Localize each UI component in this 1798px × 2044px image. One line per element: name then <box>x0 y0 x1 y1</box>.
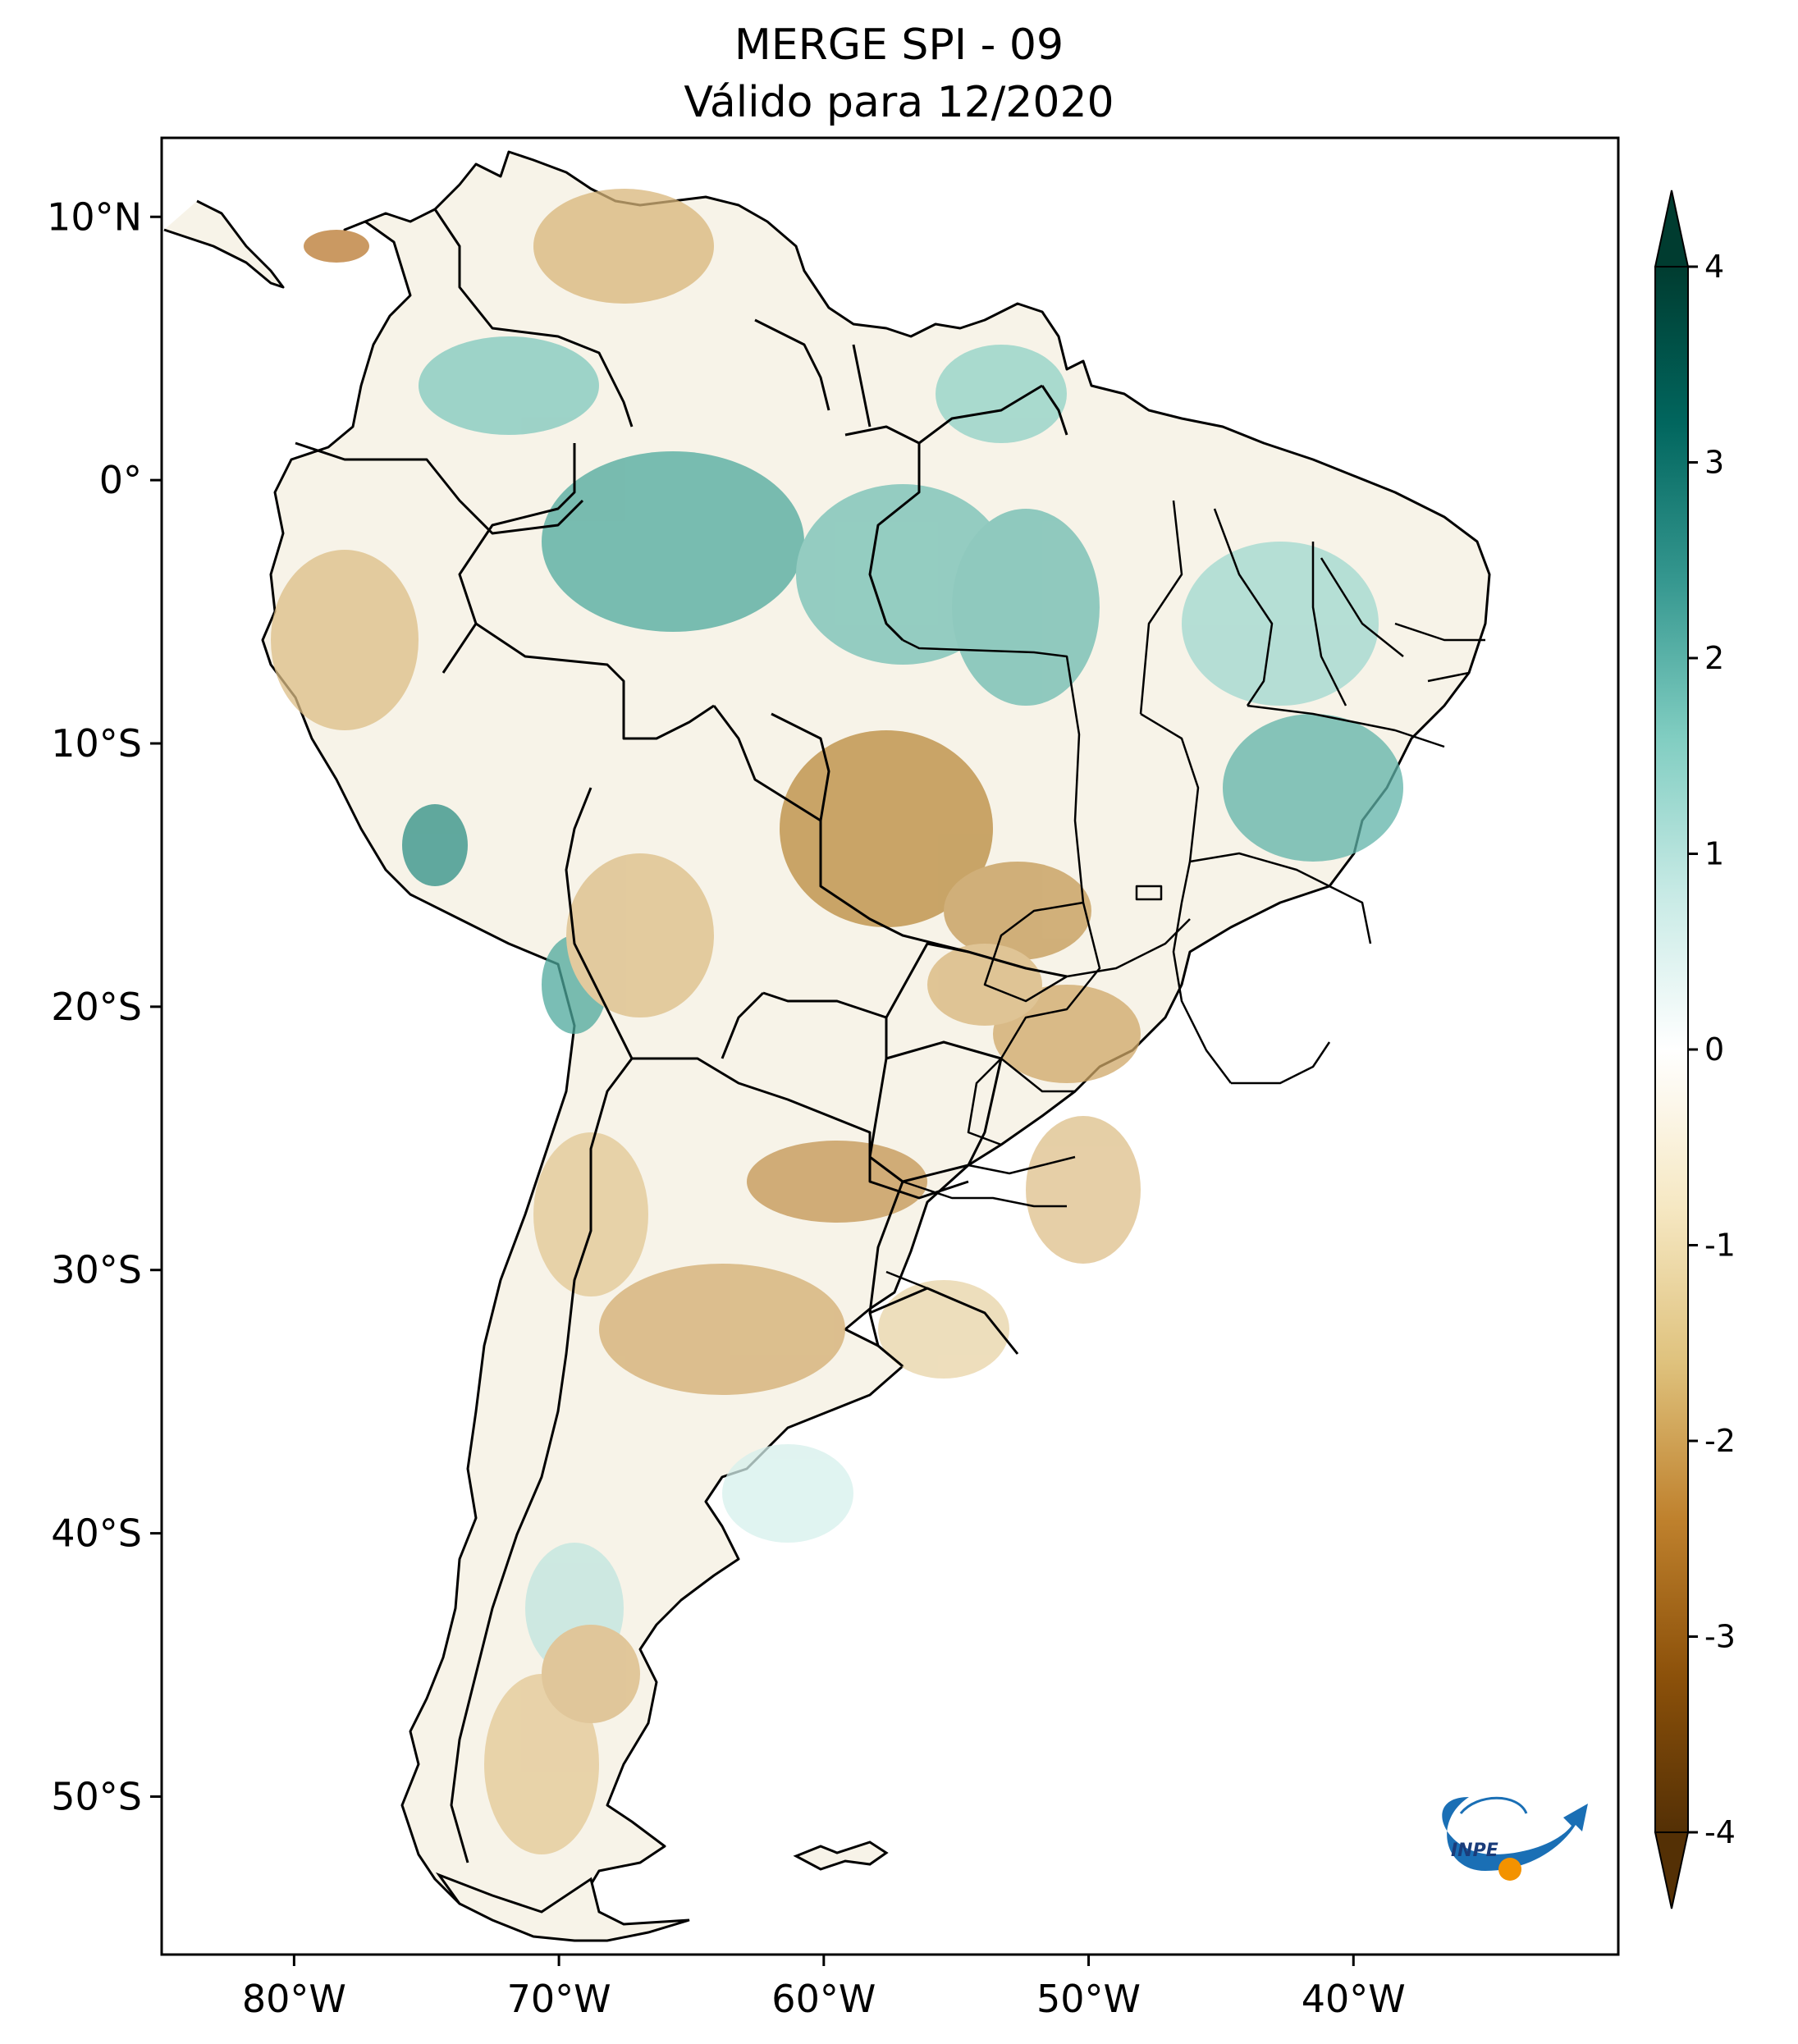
state-borders <box>885 500 1485 1290</box>
lon-tick-label: 50°W <box>1036 1977 1141 2021</box>
falkland-islands <box>793 1841 889 1871</box>
colorbar-tick-label: 2 <box>1704 640 1724 676</box>
colorbar-tick-label: -1 <box>1704 1228 1736 1264</box>
colorbar-tick-label: 4 <box>1704 249 1724 285</box>
spi-anomaly-shading <box>271 189 1403 1854</box>
lat-tick-label: 0° <box>99 458 142 502</box>
lat-tick-label: 10°S <box>51 721 142 766</box>
tierra-del-fuego <box>435 1872 690 1942</box>
lon-tick-label: 40°W <box>1302 1977 1406 2021</box>
title-line-1: MERGE SPI - 09 <box>734 21 1064 70</box>
longitude-axis: 80°W 70°W 60°W 50°W 40°W <box>242 1955 1406 2021</box>
colorbar-tick-label: 3 <box>1704 445 1724 481</box>
colorbar-tick-label: -2 <box>1704 1423 1736 1459</box>
logo-swoosh-icon <box>1442 1797 1588 1871</box>
map-content <box>163 150 1491 1942</box>
country-borders <box>295 208 1068 1863</box>
title-line-2: Válido para 12/2020 <box>684 78 1114 127</box>
colorbar-gradient <box>1654 266 1689 1833</box>
lat-tick-label: 10°N <box>47 194 142 239</box>
colorbar-tick-label: 0 <box>1704 1031 1724 1068</box>
colorbar-extend-bottom <box>1654 1831 1690 1909</box>
colorbar-tick-label: -3 <box>1704 1619 1736 1655</box>
colorbar-ticks: 4 3 2 1 0 -1 -2 -3 -4 <box>1688 249 1736 1850</box>
inpe-logo: INPE <box>1442 1796 1588 1881</box>
map-frame <box>160 136 1620 1956</box>
logo-dot-icon <box>1498 1858 1521 1881</box>
map-title: MERGE SPI - 09 Válido para 12/2020 <box>0 16 1798 131</box>
lat-tick-label: 50°S <box>51 1774 142 1818</box>
colorbar-extend-top <box>1654 190 1690 268</box>
latitude-axis: 10°N 0° 10°S 20°S 30°S 40°S 50°S <box>47 194 162 1818</box>
colorbar-tick-label: 1 <box>1704 836 1724 872</box>
lon-tick-label: 60°W <box>771 1977 876 2021</box>
lat-tick-label: 20°S <box>51 985 142 1029</box>
lon-tick-label: 80°W <box>242 1977 346 2021</box>
lat-tick-label: 40°S <box>51 1511 142 1556</box>
logo-orbit-icon <box>1459 1796 1528 1814</box>
lon-tick-label: 70°W <box>507 1977 611 2021</box>
lat-tick-label: 30°S <box>51 1248 142 1292</box>
colorbar-tick-label: -4 <box>1704 1814 1736 1850</box>
logo-text: INPE <box>1451 1841 1498 1861</box>
